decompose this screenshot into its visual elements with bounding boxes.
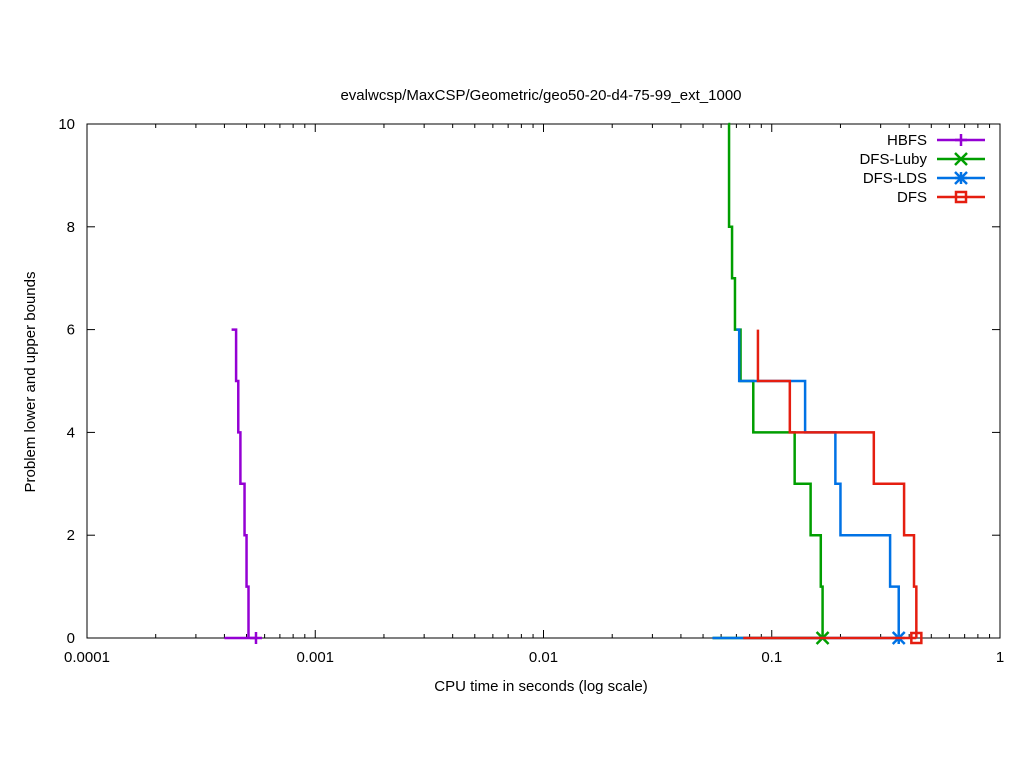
y-tick-label: 10: [58, 116, 75, 133]
x-tick-label: 0.0001: [64, 649, 110, 666]
series-dfs: [743, 329, 923, 645]
x-tick-label: 1: [996, 649, 1004, 666]
series-dfs-marker-stroke: [910, 631, 923, 645]
legend-marker-dfs-luby-stroke: [954, 152, 968, 166]
legend-marker-dfs-stroke: [954, 190, 968, 204]
series-dfs-marker: [910, 631, 923, 645]
y-axis-label: Problem lower and upper bounds: [22, 272, 39, 493]
chart-title: evalwcsp/MaxCSP/Geometric/geo50-20-d4-75…: [340, 87, 741, 104]
series-hbfs-upper-bound: [231, 328, 250, 638]
legend-label-hbfs: HBFS: [887, 132, 927, 149]
x-axis-label: CPU time in seconds (log scale): [434, 678, 647, 695]
y-tick-label: 0: [67, 630, 75, 647]
legend-label-dfs-lds: DFS-LDS: [863, 170, 927, 187]
series-dfs-upper-bound: [756, 329, 918, 638]
y-tick-label: 2: [67, 527, 75, 544]
legend-label-dfs: DFS: [897, 189, 927, 206]
y-tick-label: 6: [67, 322, 75, 339]
series-hbfs-marker: [249, 632, 262, 644]
x-tick-label: 0.01: [529, 649, 558, 666]
legend-label-dfs-luby: DFS-Luby: [859, 151, 927, 168]
legend-marker-hbfs: [955, 134, 967, 146]
x-tick-label: 0.001: [296, 649, 334, 666]
series-layer: [224, 122, 923, 645]
x-tick-label: 0.1: [761, 649, 782, 666]
y-tick-label: 8: [67, 219, 75, 236]
y-tick-label: 4: [67, 424, 75, 441]
series-dfs-lds-upper-bound: [736, 328, 900, 638]
legend-marker-dfs-lds-stroke: [954, 171, 968, 185]
legend-marker-dfs-lds: [954, 171, 968, 185]
legend-marker-dfs: [954, 190, 968, 204]
legend-marker-dfs-luby: [954, 152, 968, 166]
legend: HBFS DFS-Luby DFS-LDS DFS: [859, 132, 985, 206]
axes: 0 2 4 6 8 10 0.0001 0.001 0.01 0.1 1: [58, 116, 1004, 666]
series-hbfs: [224, 328, 262, 644]
